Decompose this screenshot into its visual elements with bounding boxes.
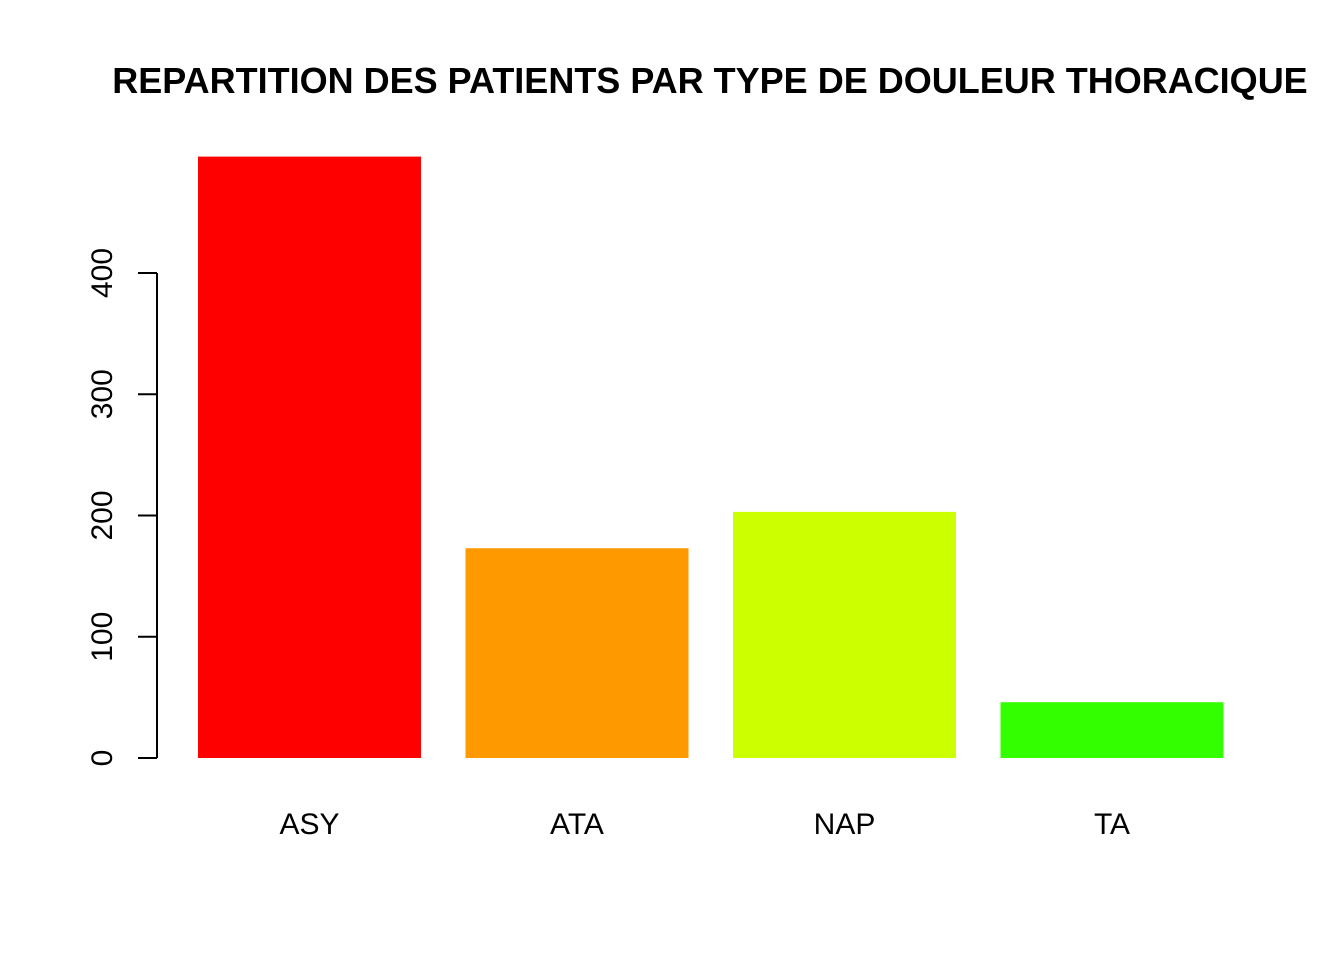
y-tick-label: 100 bbox=[86, 612, 119, 662]
y-tick-label: 200 bbox=[86, 490, 119, 540]
category-label-ata: ATA bbox=[550, 808, 604, 841]
bars-group bbox=[198, 156, 1224, 759]
y-axis: 0 100 200 300 400 bbox=[86, 248, 158, 767]
bar-ta bbox=[1000, 702, 1224, 758]
y-tick-label: 0 bbox=[86, 750, 119, 767]
category-labels: ASY ATA NAP TA bbox=[279, 808, 1130, 841]
bar-asy bbox=[198, 156, 421, 759]
category-label-nap: NAP bbox=[814, 808, 876, 841]
bar-ata bbox=[465, 548, 689, 758]
chart-title: REPARTITION DES PATIENTS PAR TYPE DE DOU… bbox=[112, 60, 1307, 101]
y-tick-label: 300 bbox=[86, 369, 119, 419]
bar-nap bbox=[733, 511, 956, 758]
category-label-ta: TA bbox=[1094, 808, 1130, 841]
y-tick-label: 400 bbox=[86, 248, 119, 298]
category-label-asy: ASY bbox=[279, 808, 339, 841]
